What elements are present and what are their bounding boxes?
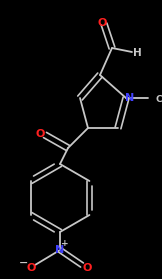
Text: H: H <box>133 48 141 58</box>
Text: O: O <box>26 263 36 273</box>
Text: CH₃: CH₃ <box>155 95 162 104</box>
Text: O: O <box>35 129 45 139</box>
Text: +: + <box>61 239 69 249</box>
Text: −: − <box>19 258 29 268</box>
Text: N: N <box>125 93 135 103</box>
Text: N: N <box>55 245 65 255</box>
Text: O: O <box>82 263 92 273</box>
Text: O: O <box>97 18 107 28</box>
